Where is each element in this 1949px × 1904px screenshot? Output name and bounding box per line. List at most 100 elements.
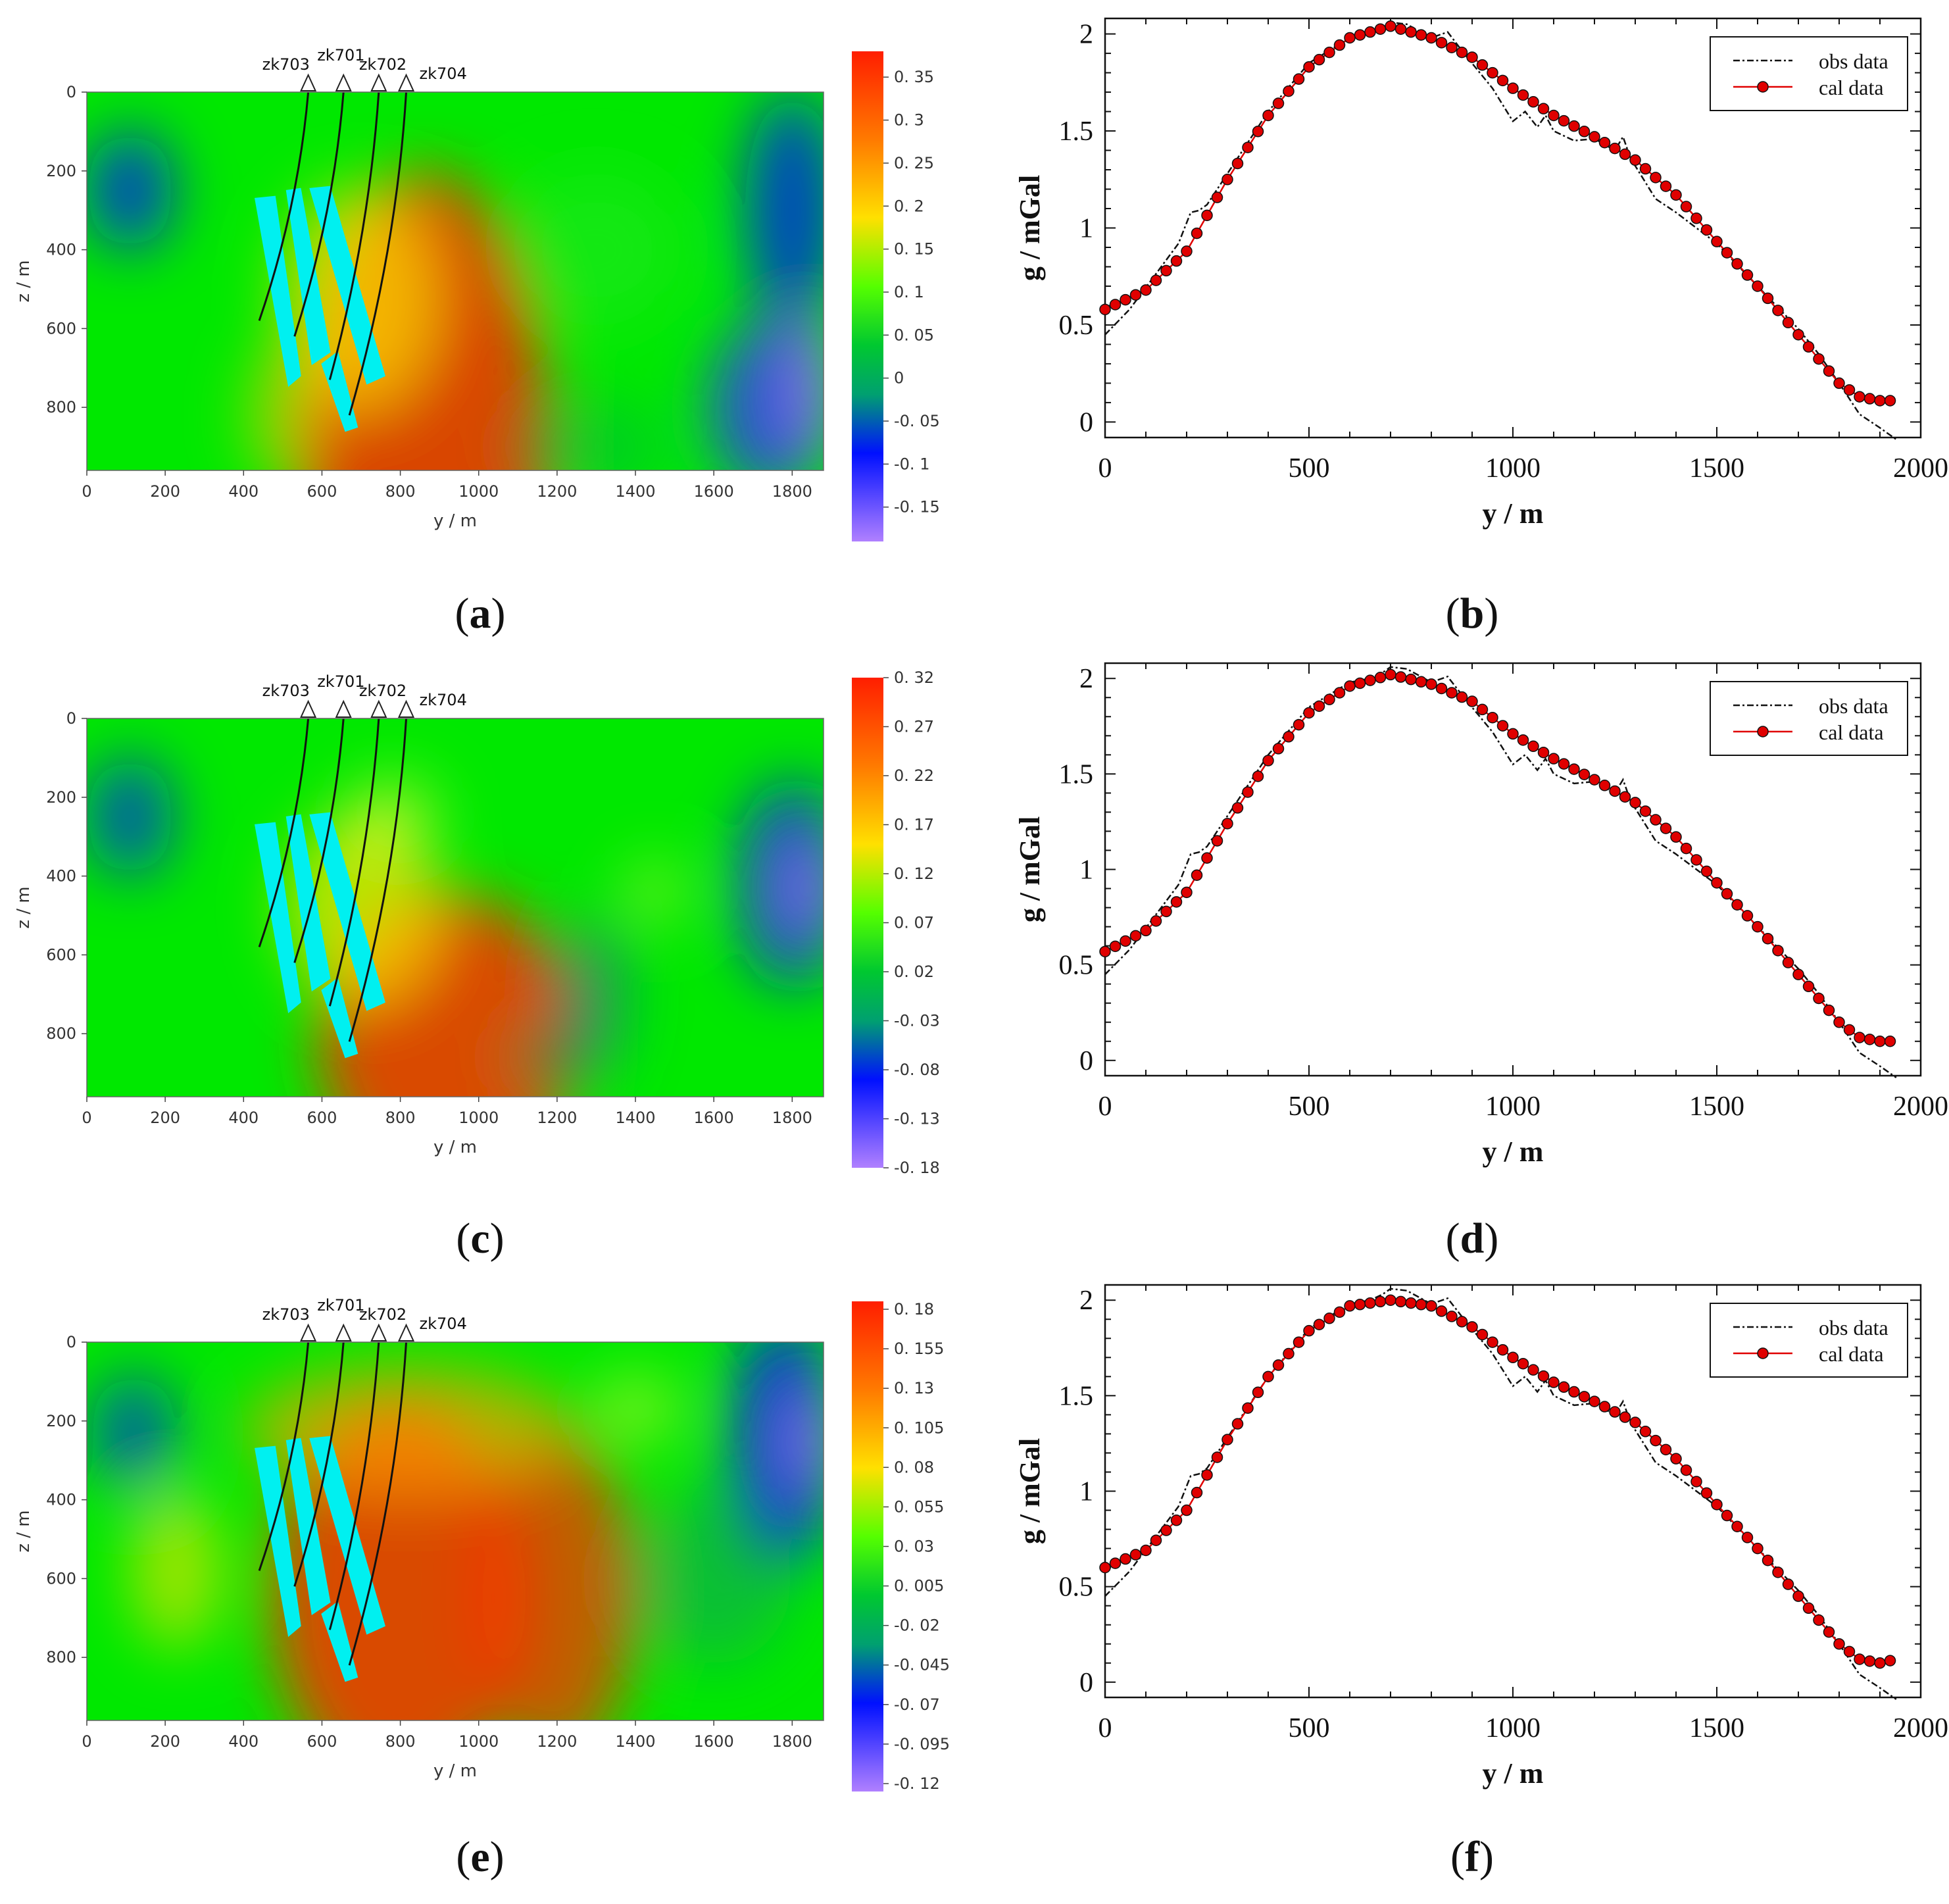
ore-body — [321, 1601, 358, 1682]
y-tick-label: 0.5 — [1059, 951, 1094, 981]
cal-data-point — [1170, 255, 1183, 267]
cal-data-point — [1589, 1395, 1600, 1407]
x-tick-label: 2000 — [1893, 1091, 1948, 1122]
colorbar-tick-label: 0. 17 — [894, 816, 934, 834]
x-tick-label: 1400 — [616, 482, 656, 501]
cal-data-point — [1191, 227, 1203, 239]
cal-data-point — [1252, 126, 1264, 138]
borehole-label: zk702 — [359, 55, 407, 74]
cal-data-point — [1670, 189, 1682, 201]
cal-data-point — [1752, 280, 1764, 292]
cal-data-point — [1884, 1655, 1896, 1666]
colorbar-tick-label: 0. 25 — [894, 154, 934, 172]
x-tick-label: 400 — [228, 1109, 259, 1127]
cal-data-point — [1476, 1328, 1489, 1341]
cal-data-point — [1558, 1381, 1570, 1393]
cal-data-point — [1598, 780, 1611, 791]
x-tick-label: 1000 — [1485, 1091, 1541, 1122]
cal-data-point — [1752, 920, 1764, 933]
cal-data-point — [1690, 213, 1702, 224]
cal-data-point — [1252, 770, 1264, 782]
anomaly-blob — [628, 860, 683, 924]
cal-data-point — [1578, 126, 1591, 138]
cal-data-point — [1242, 141, 1254, 153]
plot-frame — [86, 91, 824, 471]
cal-data-point — [1731, 258, 1743, 270]
x-tick-label: 0 — [1098, 453, 1112, 484]
x-tick-label: 1000 — [1485, 453, 1541, 484]
cal-data-point — [1181, 245, 1193, 257]
caption-a: (a) — [455, 589, 506, 638]
cal-data-point — [1537, 103, 1550, 114]
borehole-trace — [348, 718, 408, 1042]
y-tick-label: 0 — [66, 1333, 76, 1351]
caption-e: (e) — [456, 1833, 505, 1881]
cal-data-point — [1507, 82, 1519, 94]
cal-data-point — [1639, 1426, 1652, 1438]
ore-body — [321, 977, 358, 1059]
borehole-label: zk702 — [359, 682, 407, 700]
x-tick-label: 1200 — [537, 1109, 577, 1127]
cal-data-point — [1435, 1305, 1448, 1317]
colorbar — [852, 678, 883, 1168]
borehole-trace — [328, 1341, 380, 1630]
cal-data-point — [1415, 29, 1427, 41]
caption-f: (f) — [1450, 1833, 1494, 1881]
cal-data-point — [1517, 734, 1529, 746]
ore-body — [254, 195, 301, 388]
cal-data-point — [1385, 1294, 1396, 1306]
cal-data-point — [1313, 700, 1325, 713]
cal-data-point — [1354, 29, 1366, 41]
cal-data-point — [1843, 1024, 1856, 1036]
cal-data-point — [1476, 703, 1489, 716]
cal-data-point — [1313, 53, 1325, 66]
heatmap-field — [87, 1342, 824, 1720]
x-tick-label: 1400 — [616, 1732, 656, 1751]
colorbar-tick-label: 0. 105 — [894, 1418, 944, 1437]
y-tick-label: 0 — [1079, 1046, 1093, 1076]
cal-data-point — [1721, 247, 1733, 259]
cal-data-point — [1221, 174, 1233, 186]
colorbar-tick-label: 0 — [894, 369, 904, 388]
borehole-trace — [348, 1341, 408, 1666]
cal-data-point — [1364, 1297, 1376, 1309]
plot-frame — [86, 718, 824, 1097]
cal-data-point — [1099, 1561, 1111, 1574]
colorbar-tick-label: 0. 055 — [894, 1497, 944, 1516]
cal-data-point — [1293, 718, 1305, 731]
x-tick-label: 1000 — [458, 1109, 499, 1127]
borehole-marker-icon — [300, 699, 317, 718]
ore-body — [309, 812, 385, 1011]
colorbar-tick-label: 0. 05 — [894, 326, 934, 344]
line-chart-panel-d: 0 500 1000 1500 2000 0 0.5 1 1.5 2 y / m g / mGal ob… — [1014, 662, 1948, 1168]
x-tick-label: 1000 — [458, 1732, 499, 1751]
borehole-trace — [293, 718, 345, 963]
cal-data-point — [1446, 687, 1458, 699]
anomaly-blob — [588, 1373, 683, 1445]
y-tick-label: 200 — [46, 788, 76, 807]
cal-data-point — [1262, 755, 1274, 766]
cal-data-point — [1487, 66, 1498, 79]
colorbar-tick-label: 0. 02 — [894, 963, 934, 981]
cal-data-point — [1333, 687, 1346, 699]
anomaly-blob — [737, 781, 824, 987]
cal-data-point — [1813, 353, 1825, 365]
cal-data-point — [1660, 822, 1672, 834]
cal-data-point — [1435, 37, 1448, 49]
borehole-trace — [258, 1341, 310, 1571]
cal-data-point — [1843, 1645, 1856, 1658]
caption-d: (d) — [1445, 1215, 1499, 1263]
cal-data-point — [1782, 316, 1794, 329]
y-tick-label: 800 — [46, 1648, 76, 1666]
cal-data-point — [1833, 1638, 1845, 1650]
x-tick-label: 200 — [150, 482, 180, 501]
x-tick-label: 1500 — [1689, 1091, 1744, 1122]
cal-data-point — [1772, 1566, 1784, 1578]
borehole-label: zk701 — [317, 672, 364, 691]
cal-data-point — [1690, 854, 1702, 866]
cal-data-point — [1364, 674, 1376, 686]
legend-box — [1710, 681, 1908, 756]
cal-data-point — [1293, 73, 1305, 85]
ore-body — [254, 822, 301, 1014]
